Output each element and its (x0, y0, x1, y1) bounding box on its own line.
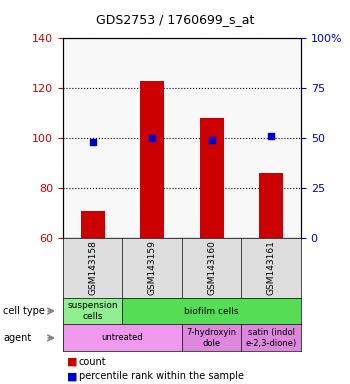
Point (209, 137, 215, 143)
Bar (81, 210, 105, 238)
Point (268, 133, 274, 139)
Text: untreated: untreated (102, 333, 143, 343)
Text: GSM143159: GSM143159 (148, 240, 157, 295)
Point (90, 139, 96, 145)
Text: 7-hydroxyin
dole: 7-hydroxyin dole (187, 328, 237, 348)
Text: agent: agent (3, 333, 32, 343)
Text: biofilm cells: biofilm cells (184, 306, 239, 316)
Bar (259, 173, 283, 238)
Text: suspension
cells: suspension cells (68, 301, 118, 321)
Text: count: count (79, 357, 106, 367)
Text: satin (indol
e-2,3-dione): satin (indol e-2,3-dione) (246, 328, 297, 348)
Text: ■: ■ (66, 371, 77, 381)
Text: ■: ■ (66, 357, 77, 367)
Bar (200, 118, 224, 238)
Text: GDS2753 / 1760699_s_at: GDS2753 / 1760699_s_at (96, 13, 254, 26)
Point (149, 135, 155, 141)
Text: GSM143158: GSM143158 (88, 240, 97, 295)
Bar (140, 81, 164, 238)
Text: percentile rank within the sample: percentile rank within the sample (79, 371, 244, 381)
Text: cell type: cell type (3, 306, 45, 316)
Text: GSM143161: GSM143161 (267, 240, 276, 295)
Text: GSM143160: GSM143160 (207, 240, 216, 295)
